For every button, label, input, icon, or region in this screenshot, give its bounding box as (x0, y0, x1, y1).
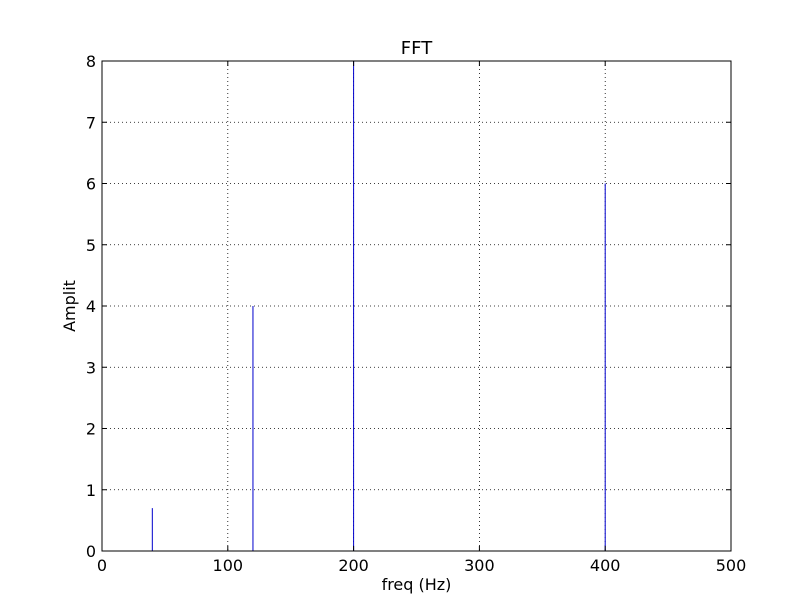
plot-area (102, 61, 731, 551)
y-tick-label: 6 (86, 175, 96, 194)
y-tick-label: 5 (86, 236, 96, 255)
x-axis-title: freq (Hz) (382, 575, 452, 594)
chart-title: FFT (401, 38, 433, 59)
y-axis-title: Amplit (60, 280, 79, 332)
y-tick-label: 3 (86, 358, 96, 377)
y-tick-label: 1 (86, 481, 96, 500)
x-tick-label: 400 (590, 556, 621, 575)
y-tick-label: 2 (86, 420, 96, 439)
y-tick-label: 8 (86, 52, 96, 71)
x-tick-label: 300 (464, 556, 495, 575)
x-tick-label: 200 (338, 556, 369, 575)
y-tick-label: 4 (86, 297, 96, 316)
x-tick-label: 0 (97, 556, 107, 575)
y-tick-label: 0 (86, 542, 96, 561)
y-tick-label: 7 (86, 113, 96, 132)
x-tick-label: 500 (716, 556, 747, 575)
x-tick-label: 100 (213, 556, 244, 575)
